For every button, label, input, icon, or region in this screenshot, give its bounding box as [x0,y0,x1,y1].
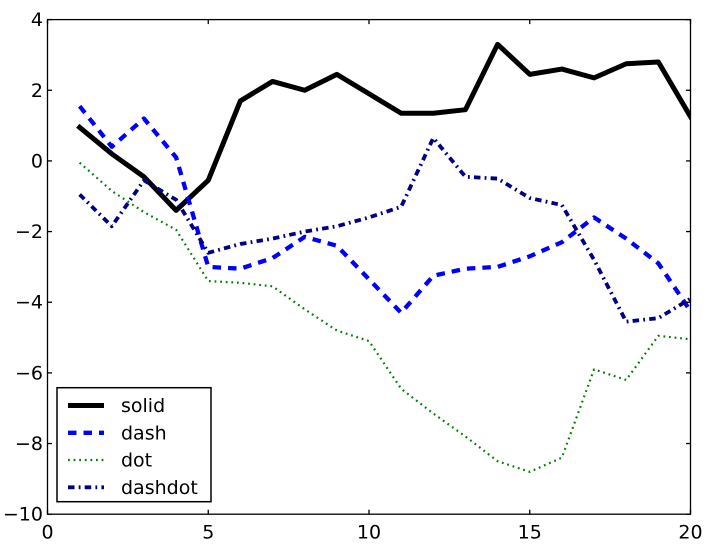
y-axis-tick-label: −8 [15,433,43,455]
axis-tick-labels: 0 5 10 15 20 −10 −8 −6 −4 −2 0 2 4 [3,9,703,543]
legend-label-dash: dash [121,422,167,444]
x-axis-tick-label: 15 [518,522,542,544]
y-axis-tick-label: −2 [15,221,43,243]
series-dash-line [77,104,691,315]
x-axis-tick-label: 5 [202,522,214,544]
y-axis-tick-label: 2 [31,80,43,102]
x-axis-tick-label: 20 [678,522,702,544]
series-layer [76,41,691,473]
y-axis-tick-label: −6 [15,362,43,384]
legend-label-dot: dot [121,450,152,472]
y-axis-tick-label: 4 [31,9,43,31]
axis-ticks [46,18,692,515]
y-axis-tick-label: −4 [15,292,43,314]
legend-label-solid: solid [121,395,165,417]
legend-label-dashdot: dashdot [121,477,198,499]
y-axis-tick-label: −10 [3,504,43,526]
series-solid-line [76,41,691,213]
y-axis-tick-label: 0 [31,150,43,172]
x-axis-tick-label: 10 [357,522,381,544]
x-axis-tick-label: 0 [41,522,53,544]
